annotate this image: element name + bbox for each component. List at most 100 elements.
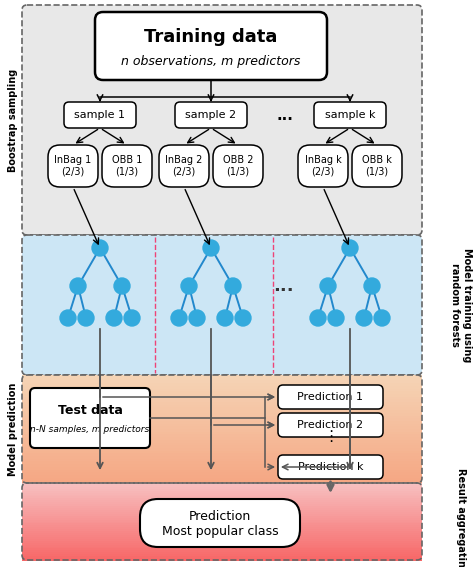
Text: ⋮: ⋮ [323,429,338,443]
Bar [22,448,422,451]
Bar [22,416,422,418]
Bar [22,541,422,543]
Bar [22,537,422,539]
Text: Test data: Test data [57,404,122,417]
Bar [22,480,422,484]
Circle shape [60,310,76,326]
FancyBboxPatch shape [159,145,209,187]
Bar [22,378,422,381]
Bar [22,489,422,491]
FancyBboxPatch shape [352,145,402,187]
Bar [22,518,422,520]
FancyBboxPatch shape [175,102,247,128]
Bar [22,383,422,386]
Bar [22,410,422,413]
Bar [22,547,422,549]
Text: Prediction 1: Prediction 1 [298,392,364,402]
FancyBboxPatch shape [22,5,422,235]
Circle shape [235,310,251,326]
Text: n observations, m predictors: n observations, m predictors [121,56,301,69]
Bar [22,558,422,561]
Circle shape [374,310,390,326]
FancyBboxPatch shape [314,102,386,128]
Circle shape [114,278,130,294]
Text: Prediction: Prediction [189,510,251,523]
Bar [22,554,422,557]
Bar [22,413,422,416]
FancyBboxPatch shape [64,102,136,128]
Text: Training data: Training data [144,28,278,46]
FancyBboxPatch shape [30,388,150,448]
Circle shape [181,278,197,294]
Bar [22,539,422,541]
Bar [22,386,422,389]
Bar [22,514,422,516]
Bar [22,431,422,435]
Bar [22,396,422,400]
Bar [22,467,422,470]
Circle shape [328,310,344,326]
Bar [22,527,422,530]
Bar [22,506,422,509]
FancyBboxPatch shape [95,12,327,80]
Bar [22,451,422,454]
Circle shape [356,310,372,326]
FancyBboxPatch shape [48,145,98,187]
Circle shape [203,240,219,256]
Bar [22,508,422,510]
Bar [22,552,422,555]
Bar [22,421,422,424]
Bar [22,512,422,514]
Bar [22,477,422,481]
Bar [22,462,422,464]
Bar [22,526,422,528]
Bar [22,500,422,503]
Text: OBB 1
(1/3): OBB 1 (1/3) [112,155,142,177]
Circle shape [217,310,233,326]
Bar [22,510,422,513]
Bar [22,426,422,429]
Bar [22,380,422,384]
Bar [22,494,422,497]
Circle shape [92,240,108,256]
Bar [22,472,422,475]
Bar [22,429,422,432]
Bar [22,437,422,441]
Bar [22,548,422,551]
FancyBboxPatch shape [278,413,383,437]
Text: InBag 1
(2/3): InBag 1 (2/3) [55,155,91,177]
Bar [22,490,422,493]
Circle shape [106,310,122,326]
Bar [22,522,422,524]
Bar [22,464,422,467]
Text: InBag k
(2/3): InBag k (2/3) [305,155,341,177]
Circle shape [171,310,187,326]
Text: Prediction k: Prediction k [298,462,363,472]
Bar [22,408,422,411]
Bar [22,442,422,446]
Text: OBB k
(1/3): OBB k (1/3) [362,155,392,177]
FancyBboxPatch shape [213,145,263,187]
Bar [22,456,422,459]
Bar [22,531,422,534]
Bar [22,391,422,395]
Bar [22,529,422,532]
FancyBboxPatch shape [22,235,422,375]
Bar [22,394,422,397]
FancyBboxPatch shape [102,145,152,187]
FancyBboxPatch shape [298,145,348,187]
Text: Model training using
random forests: Model training using random forests [450,248,472,362]
Text: n-N samples, m predictors: n-N samples, m predictors [30,425,150,434]
Text: Prediction 2: Prediction 2 [298,420,364,430]
Bar [22,493,422,495]
Bar [22,453,422,456]
Bar [22,440,422,443]
Bar [22,424,422,427]
Bar [22,502,422,505]
Bar [22,418,422,421]
Text: ...: ... [276,108,293,122]
Bar [22,504,422,506]
Bar [22,487,422,489]
Circle shape [364,278,380,294]
Text: sample k: sample k [325,110,375,120]
